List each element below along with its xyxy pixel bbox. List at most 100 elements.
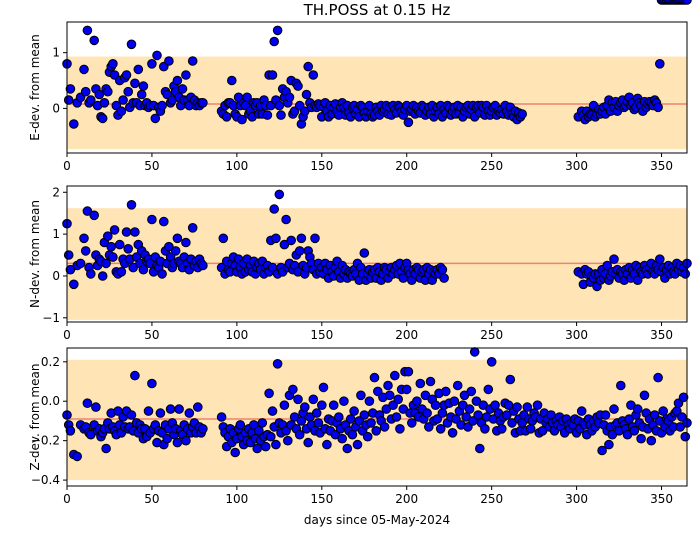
data-point <box>172 437 183 448</box>
data-point <box>310 233 320 244</box>
data-point <box>424 422 434 432</box>
data-point <box>682 0 692 5</box>
data-point <box>242 92 252 103</box>
y-tick-label: 1 <box>52 227 60 241</box>
data-point <box>464 404 475 414</box>
data-point <box>318 382 329 393</box>
data-point <box>123 86 133 97</box>
data-point <box>384 390 395 401</box>
data-point <box>63 250 74 260</box>
data-point <box>473 410 483 420</box>
data-point <box>262 110 273 120</box>
data-point <box>369 372 380 383</box>
data-point <box>475 443 485 454</box>
data-point <box>272 25 283 36</box>
x-tick-label: 100 <box>225 492 248 506</box>
data-point <box>82 25 93 36</box>
data-point <box>463 422 473 432</box>
data-point <box>359 248 370 258</box>
data-point <box>133 64 144 75</box>
x-tick-label: 50 <box>144 328 159 342</box>
data-point <box>172 75 183 86</box>
data-point <box>308 394 319 405</box>
data-point <box>447 428 458 438</box>
y-tick-label: 0 <box>52 101 60 115</box>
data-point <box>274 100 285 111</box>
data-point <box>390 370 400 381</box>
data-point <box>82 398 93 409</box>
data-point <box>401 384 412 395</box>
x-tick-label: 0 <box>63 328 71 342</box>
data-point <box>441 386 451 397</box>
data-point <box>164 241 174 252</box>
data-point <box>126 39 137 50</box>
x-tick-label: 300 <box>565 159 588 173</box>
x-axis-label: days since 05-May-2024 <box>304 513 450 527</box>
data-point <box>103 231 113 241</box>
data-point <box>116 267 127 277</box>
data-point <box>439 273 449 283</box>
data-point <box>412 396 422 407</box>
data-point <box>655 59 665 69</box>
data-point <box>260 441 271 452</box>
data-point <box>177 84 188 94</box>
data-point <box>121 70 132 80</box>
data-point <box>301 89 312 100</box>
data-point <box>602 260 613 271</box>
data-point <box>286 235 297 246</box>
data-point <box>294 429 305 440</box>
data-point <box>680 269 691 279</box>
data-point <box>126 410 137 420</box>
data-point <box>143 406 154 416</box>
data-point <box>237 114 247 125</box>
data-point <box>597 445 607 456</box>
data-point <box>356 390 366 401</box>
data-point <box>147 378 157 389</box>
data-point <box>130 370 140 381</box>
data-point <box>147 59 157 69</box>
data-point <box>79 233 89 244</box>
data-point <box>69 279 79 290</box>
data-point <box>269 204 280 214</box>
x-tick-label: 250 <box>480 328 503 342</box>
data-point <box>272 359 283 369</box>
y-axis-label: E-dev. from mean <box>28 34 42 140</box>
data-point <box>138 81 149 91</box>
data-point <box>347 429 358 440</box>
data-point <box>300 402 310 412</box>
data-point <box>152 50 162 61</box>
data-point <box>69 119 79 129</box>
data-point <box>437 264 448 275</box>
data-point <box>114 239 125 250</box>
x-tick-label: 250 <box>480 159 503 173</box>
data-point <box>150 113 161 124</box>
data-point <box>371 426 382 436</box>
data-point <box>296 233 307 244</box>
x-tick-label: 300 <box>565 328 588 342</box>
data-point <box>101 258 111 269</box>
chart-title: TH.POSS at 0.15 Hz <box>303 1 451 19</box>
data-point <box>187 223 198 233</box>
data-point <box>522 402 533 412</box>
data-point <box>486 357 497 367</box>
data-point <box>497 424 507 434</box>
data-point <box>63 95 74 105</box>
y-axis-label: N-dev. from mean <box>28 200 42 308</box>
x-tick-label: 200 <box>395 159 418 173</box>
data-point <box>609 254 619 265</box>
panel-1: 0 50 100 150 200 250 300 350 0 1 E-dev. from mean <box>28 0 692 173</box>
data-point <box>435 424 446 434</box>
data-point <box>89 35 99 46</box>
data-point <box>227 75 237 86</box>
data-point <box>252 443 263 454</box>
data-point <box>181 70 191 80</box>
data-point <box>80 246 91 256</box>
data-point <box>91 402 101 412</box>
data-point <box>130 227 140 237</box>
data-point <box>128 262 138 273</box>
x-tick-label: 50 <box>144 492 159 506</box>
data-point <box>198 98 208 108</box>
data-point <box>101 443 111 454</box>
